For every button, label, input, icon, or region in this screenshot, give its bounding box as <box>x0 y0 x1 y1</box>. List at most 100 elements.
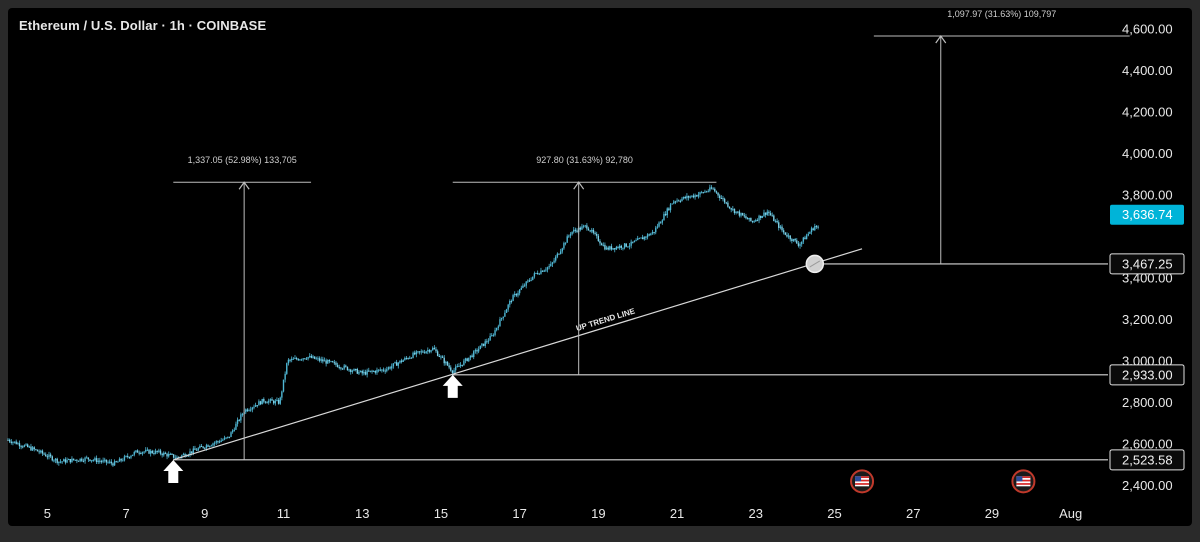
candle-body <box>674 201 677 203</box>
candle <box>732 205 734 212</box>
candle <box>796 238 798 245</box>
candle-body <box>458 365 460 367</box>
candle-body <box>176 456 178 458</box>
measurement-arrowhead <box>238 181 250 190</box>
candle <box>256 405 258 408</box>
candle <box>389 365 391 370</box>
candle <box>415 350 418 358</box>
candle <box>143 450 145 454</box>
candle-body <box>112 463 114 466</box>
candle-body <box>502 316 504 319</box>
candle <box>90 460 93 463</box>
candle-body <box>71 458 73 463</box>
candle <box>674 200 677 205</box>
candle <box>440 355 442 360</box>
candle-body <box>231 430 234 433</box>
candle-body <box>817 226 819 228</box>
candle-body <box>761 216 764 218</box>
candle <box>59 459 62 464</box>
candle <box>784 232 787 236</box>
candle-body <box>190 451 193 453</box>
candle-body <box>494 330 496 336</box>
candle <box>789 235 791 242</box>
candle <box>632 241 634 244</box>
candle-body <box>584 225 586 227</box>
candle-body <box>579 227 582 230</box>
candle-body <box>737 211 739 213</box>
candle-body <box>110 461 113 464</box>
candle-body <box>202 446 204 448</box>
candle <box>371 369 373 374</box>
candle-body <box>569 234 572 236</box>
candle-body <box>591 229 593 232</box>
y-tick-label: 2,600.00 <box>1122 436 1173 451</box>
candle <box>766 209 768 216</box>
candle-body <box>192 448 195 453</box>
candle-body <box>782 230 785 233</box>
candle <box>341 367 344 370</box>
candle <box>277 397 280 405</box>
candle <box>502 316 504 321</box>
candle-body <box>61 461 63 463</box>
candle-body <box>540 270 542 274</box>
candle-body <box>512 295 514 302</box>
candle <box>615 245 618 251</box>
candle-body <box>804 237 806 240</box>
candle <box>445 360 447 366</box>
candle-body <box>712 188 714 190</box>
candle-body <box>366 370 368 375</box>
candle <box>778 220 780 231</box>
candle <box>522 283 524 289</box>
candle-body <box>550 264 552 267</box>
candle-body <box>102 460 104 462</box>
candle-body <box>692 195 695 198</box>
candle-body <box>371 370 373 372</box>
candle <box>353 368 355 372</box>
candle-body <box>386 369 388 372</box>
candle-body <box>723 198 726 203</box>
candle <box>313 356 316 360</box>
candle <box>87 457 90 462</box>
candle <box>335 361 337 367</box>
candle <box>756 218 759 222</box>
candle <box>261 398 263 405</box>
candle-body <box>436 351 439 356</box>
candle-body <box>422 351 424 353</box>
candle-body <box>345 365 347 367</box>
candle <box>279 396 281 405</box>
candle-body <box>500 318 503 320</box>
candle-body <box>302 358 304 360</box>
candle-body <box>40 450 42 453</box>
current-price-box <box>1110 204 1184 225</box>
candle <box>430 349 432 354</box>
candle-body <box>435 349 437 352</box>
candle-body <box>136 450 139 453</box>
candle <box>602 242 604 247</box>
candle <box>500 317 503 321</box>
candle-body <box>290 358 293 361</box>
candle-body <box>548 266 550 268</box>
candle-body <box>171 453 173 455</box>
candle-body <box>709 187 711 191</box>
candle-body <box>732 208 734 210</box>
candle <box>356 367 358 375</box>
candle-body <box>45 454 47 457</box>
candle <box>794 237 796 243</box>
candle-body <box>476 350 478 352</box>
candle <box>248 408 250 412</box>
candle-body <box>343 365 345 369</box>
candle-body <box>374 371 377 373</box>
candle-body <box>353 368 355 371</box>
candle-body <box>614 248 616 250</box>
candle <box>149 449 152 457</box>
candle-body <box>402 360 404 362</box>
candle-body <box>241 413 244 415</box>
candle-body <box>33 447 35 450</box>
candle <box>220 437 222 443</box>
candle <box>67 458 70 461</box>
candle <box>86 455 88 459</box>
candle-body <box>269 399 272 401</box>
candle-body <box>735 211 737 213</box>
candle <box>294 355 296 360</box>
